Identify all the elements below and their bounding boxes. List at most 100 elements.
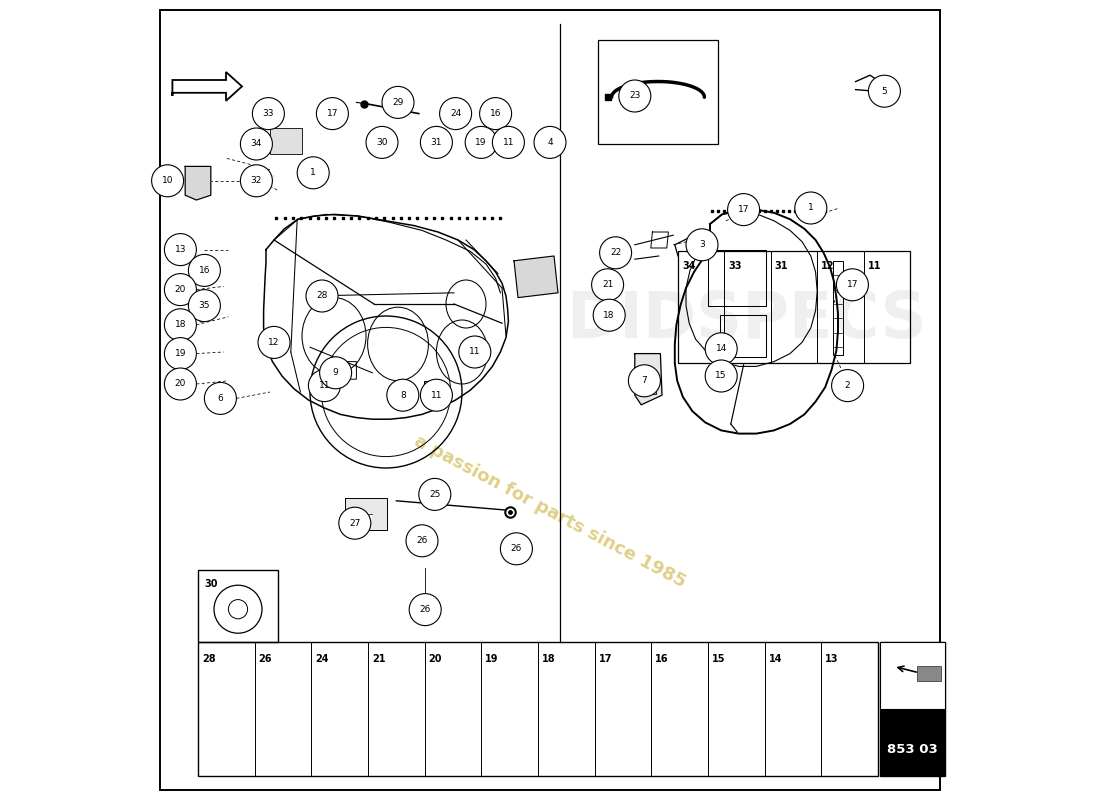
Text: 20: 20 [175, 285, 186, 294]
Text: 14: 14 [769, 654, 782, 664]
Circle shape [241, 165, 273, 197]
Text: 30: 30 [376, 138, 387, 147]
Text: 18: 18 [542, 654, 556, 664]
Circle shape [297, 157, 329, 189]
Text: 14: 14 [715, 344, 727, 354]
Text: 6: 6 [218, 394, 223, 403]
Text: 12: 12 [268, 338, 279, 347]
Text: 15: 15 [715, 371, 727, 381]
Text: 34: 34 [682, 261, 695, 270]
Circle shape [795, 192, 827, 224]
Circle shape [188, 290, 220, 322]
Text: 13: 13 [825, 654, 839, 664]
Polygon shape [173, 72, 242, 101]
Text: 26: 26 [510, 544, 522, 554]
Circle shape [619, 80, 651, 112]
Polygon shape [635, 354, 662, 405]
Polygon shape [514, 256, 558, 298]
Text: 31: 31 [774, 261, 789, 270]
Text: 26: 26 [258, 654, 272, 664]
Circle shape [628, 365, 660, 397]
Circle shape [241, 128, 273, 160]
Circle shape [320, 357, 352, 389]
Text: 16: 16 [656, 654, 669, 664]
Text: 9: 9 [332, 368, 339, 378]
Bar [880, 642, 945, 709]
Circle shape [164, 274, 197, 306]
Circle shape [406, 525, 438, 557]
Bar [880, 642, 945, 776]
Circle shape [832, 370, 864, 402]
Text: 17: 17 [738, 205, 749, 214]
Text: 2: 2 [850, 374, 856, 382]
Text: 7: 7 [641, 376, 647, 386]
Text: 17: 17 [327, 109, 338, 118]
Circle shape [258, 326, 290, 358]
Circle shape [205, 382, 236, 414]
Circle shape [317, 98, 349, 130]
Text: 21: 21 [602, 280, 614, 290]
Text: 1: 1 [310, 168, 316, 178]
Text: 27: 27 [349, 518, 361, 528]
Circle shape [382, 86, 414, 118]
Text: 23: 23 [629, 91, 640, 101]
Circle shape [420, 379, 452, 411]
Circle shape [705, 360, 737, 392]
Text: 26: 26 [419, 605, 431, 614]
Text: 10: 10 [162, 176, 174, 186]
Text: 16: 16 [490, 109, 502, 118]
Text: 31: 31 [430, 138, 442, 147]
Circle shape [705, 333, 737, 365]
Circle shape [164, 368, 197, 400]
Circle shape [868, 75, 901, 107]
Text: 24: 24 [450, 109, 461, 118]
Text: 20: 20 [429, 654, 442, 664]
Text: 35: 35 [199, 301, 210, 310]
Circle shape [339, 507, 371, 539]
Circle shape [440, 98, 472, 130]
Text: 853 03: 853 03 [887, 742, 938, 756]
Circle shape [836, 269, 868, 301]
Text: 12: 12 [822, 261, 835, 270]
Circle shape [306, 280, 338, 312]
Text: a passion for parts since 1985: a passion for parts since 1985 [411, 433, 689, 591]
Circle shape [592, 269, 624, 301]
Circle shape [308, 370, 340, 402]
Text: 34: 34 [251, 139, 262, 149]
Text: 13: 13 [175, 245, 186, 254]
Text: 22: 22 [610, 248, 621, 258]
Circle shape [164, 234, 197, 266]
Text: 19: 19 [175, 349, 186, 358]
Circle shape [465, 126, 497, 158]
Text: 16: 16 [199, 266, 210, 275]
Text: 18: 18 [175, 320, 186, 330]
Text: 18: 18 [604, 310, 615, 320]
Text: 21: 21 [372, 654, 385, 664]
Text: 11: 11 [319, 381, 330, 390]
Text: 11: 11 [503, 138, 514, 147]
Text: 17: 17 [847, 280, 858, 290]
Polygon shape [185, 166, 211, 200]
Text: 15: 15 [712, 654, 726, 664]
Text: 17: 17 [598, 654, 613, 664]
Text: 3: 3 [700, 240, 705, 250]
Text: 11: 11 [430, 390, 442, 400]
Bar [833, 261, 843, 355]
Circle shape [686, 229, 718, 261]
Circle shape [500, 533, 532, 565]
Bar [638, 370, 656, 394]
Text: 29: 29 [393, 98, 404, 107]
Bar [598, 40, 718, 144]
Bar [678, 251, 910, 363]
Circle shape [188, 254, 220, 286]
Bar [917, 666, 942, 681]
Circle shape [420, 126, 452, 158]
Circle shape [419, 478, 451, 510]
Text: 8: 8 [400, 390, 406, 400]
Text: 5: 5 [881, 86, 888, 96]
Bar [345, 498, 387, 530]
Circle shape [164, 338, 197, 370]
Circle shape [152, 165, 184, 197]
Polygon shape [424, 381, 444, 405]
Text: 11: 11 [868, 261, 881, 270]
